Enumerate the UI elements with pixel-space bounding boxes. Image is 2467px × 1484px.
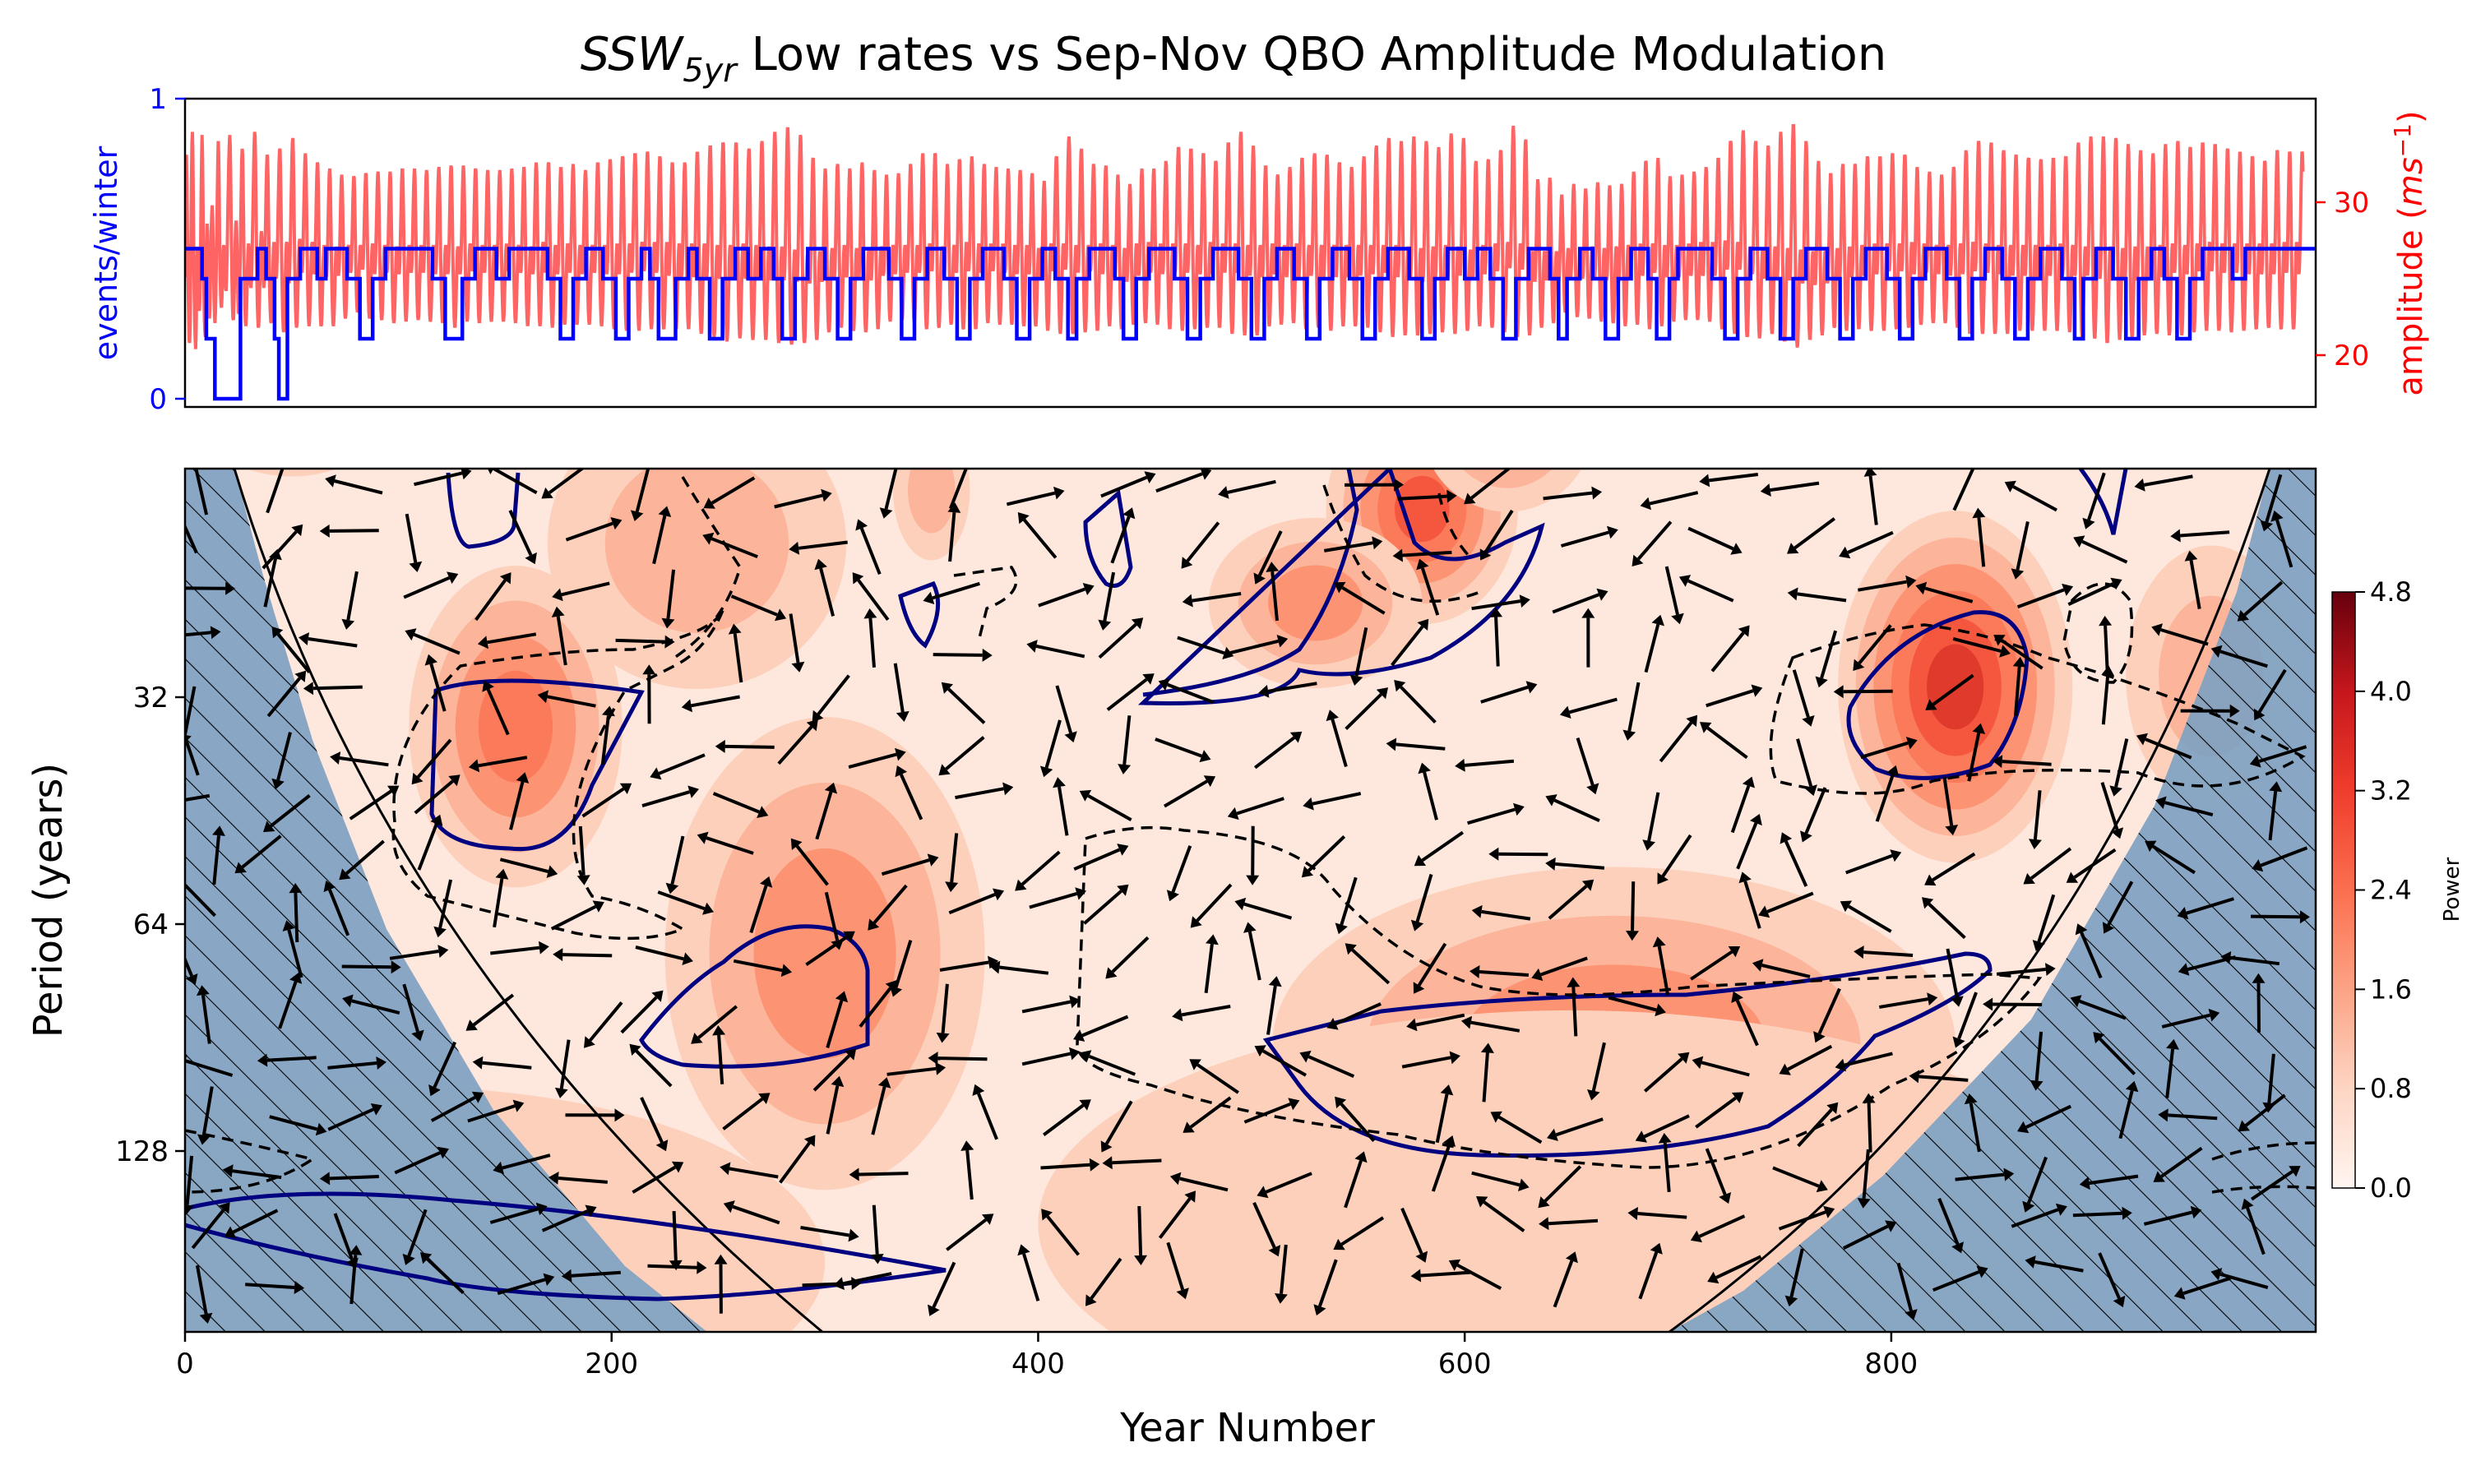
y-tick-label: 32 — [133, 682, 169, 714]
power-contour-level — [908, 447, 955, 534]
x-axis-label: Year Number — [1119, 1405, 1375, 1451]
colorbar-tick-label: 1.6 — [2370, 973, 2412, 1005]
left-axis-label: events/winter — [88, 146, 124, 360]
power-contour-level — [1268, 565, 1363, 640]
y-tick-label: 128 — [115, 1135, 169, 1168]
y-tick-label: 64 — [133, 908, 169, 941]
power-contour-level — [574, 318, 607, 377]
colorbar-tick-label: 4.8 — [2370, 576, 2412, 608]
left-tick-label: 1 — [149, 83, 167, 116]
colorbar-tick-label: 4.0 — [2370, 676, 2412, 707]
x-tick-label: 600 — [1438, 1348, 1492, 1380]
x-tick-label: 200 — [585, 1348, 638, 1380]
left-tick-label: 0 — [149, 383, 167, 416]
colorbar-ticks: 0.0 0.8 1.6 2.4 3.2 4.0 4.8 — [2355, 576, 2412, 1204]
power-contour-level — [605, 454, 789, 633]
colorbar: 0.0 0.8 1.6 2.4 3.2 4.0 4.8 Power — [2332, 576, 2465, 1204]
colorbar-tick-label: 3.2 — [2370, 775, 2412, 807]
colorbar-label: Power — [2440, 857, 2465, 922]
colorbar-tick-label: 0.0 — [2370, 1172, 2412, 1204]
power-contour-level — [207, 303, 377, 448]
x-tick-label: 400 — [1011, 1348, 1065, 1380]
left-axis-ticks: 01 — [149, 83, 185, 416]
power-contour-level — [724, 346, 754, 405]
x-tick-label: 800 — [1864, 1348, 1918, 1380]
amplitude-series-line — [185, 126, 2303, 349]
right-tick-label: 20 — [2334, 340, 2369, 372]
power-contour-level — [1470, 389, 1545, 465]
y-axis-ticks: 32 64 128 — [115, 682, 185, 1168]
right-axis-label: amplitude (ms−1) — [2389, 110, 2430, 395]
chart-title: SSW5yr Low rates vs Sep-Nov QBO Amplitud… — [581, 28, 1887, 90]
x-axis-ticks: 0 200 400 600 800 — [176, 1332, 1918, 1380]
colorbar-tick-label: 0.8 — [2370, 1073, 2412, 1104]
colorbar-gradient — [2332, 592, 2355, 1188]
y-axis-label: Period (years) — [25, 763, 72, 1038]
x-tick-label: 0 — [176, 1348, 194, 1380]
power-contour-level — [715, 328, 764, 424]
wavelet-panel: 0 200 400 600 800 32 64 128 Year Number Period… — [0, 262, 2316, 1451]
colorbar-tick-label: 2.4 — [2370, 875, 2412, 906]
right-tick-label: 30 — [2334, 187, 2369, 220]
